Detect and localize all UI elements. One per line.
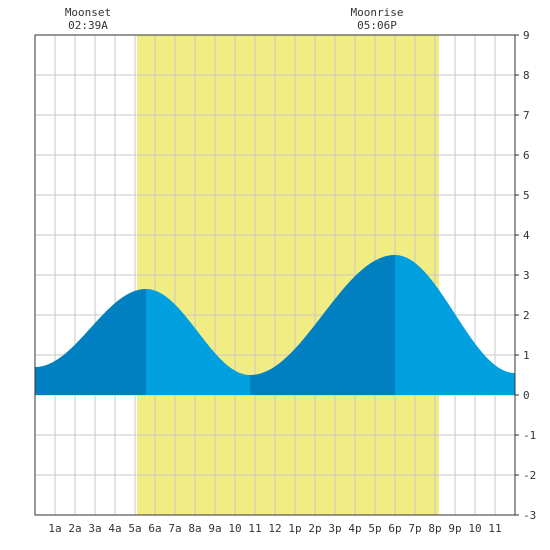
x-tick-label: 2p bbox=[308, 522, 321, 535]
y-tick-label: 8 bbox=[523, 69, 530, 82]
y-tick-label: 3 bbox=[523, 269, 530, 282]
x-tick-label: 10 bbox=[468, 522, 481, 535]
y-tick-label: 5 bbox=[523, 189, 530, 202]
x-tick-label: 8a bbox=[188, 522, 201, 535]
x-tick-label: 3a bbox=[88, 522, 101, 535]
y-tick-label: 1 bbox=[523, 349, 530, 362]
x-tick-label: 10 bbox=[228, 522, 241, 535]
y-tick-label: 4 bbox=[523, 229, 530, 242]
y-tick-label: 2 bbox=[523, 309, 530, 322]
x-tick-label: 7a bbox=[168, 522, 181, 535]
y-tick-label: -2 bbox=[523, 469, 536, 482]
x-tick-label: 2a bbox=[68, 522, 81, 535]
y-tick-labels: -3 -2 -1 0 1 2 3 4 5 6 7 8 9 bbox=[523, 29, 536, 522]
tide-area-layer bbox=[35, 255, 515, 395]
x-tick-label: 1a bbox=[48, 522, 61, 535]
y-tick-label: 7 bbox=[523, 109, 530, 122]
y-tick-label: -1 bbox=[523, 429, 536, 442]
moon-event-time: 05:06P bbox=[357, 19, 397, 32]
x-tick-label: 1p bbox=[288, 522, 301, 535]
moon-event-name: Moonset bbox=[65, 6, 111, 19]
x-tick-labels: 1a 2a 3a 4a 5a 6a 7a 8a 9a 10 11 12 1p 2p 3p 4p 5p 6p 7p 8p… bbox=[48, 522, 501, 535]
x-tick-label: 5a bbox=[128, 522, 141, 535]
tide-area-falling bbox=[146, 289, 250, 395]
x-tick-label: 6p bbox=[388, 522, 401, 535]
x-tick-label: 11 bbox=[488, 522, 501, 535]
x-tick-label: 7p bbox=[408, 522, 421, 535]
x-tick-label: 4a bbox=[108, 522, 121, 535]
x-tick-label: 5p bbox=[368, 522, 381, 535]
tide-area-rising bbox=[35, 289, 146, 395]
x-tick-label: 6a bbox=[148, 522, 161, 535]
moon-event-name: Moonrise bbox=[351, 6, 404, 19]
tide-area-rising bbox=[250, 255, 395, 395]
y-tick-label: 6 bbox=[523, 149, 530, 162]
y-tick-label: 9 bbox=[523, 29, 530, 42]
y-tick-label: 0 bbox=[523, 389, 530, 402]
y-tick-label: -3 bbox=[523, 509, 536, 522]
x-tick-label: 11 bbox=[248, 522, 261, 535]
x-tick-label: 3p bbox=[328, 522, 341, 535]
x-tick-label: 4p bbox=[348, 522, 361, 535]
tide-area-falling bbox=[395, 255, 515, 395]
moon-event-time: 02:39A bbox=[68, 19, 108, 32]
x-tick-label: 12 bbox=[268, 522, 281, 535]
plot-frame-layer bbox=[34, 34, 519, 516]
x-tick-label: 9p bbox=[448, 522, 461, 535]
x-tick-label: 9a bbox=[208, 522, 221, 535]
x-tick-label: 8p bbox=[428, 522, 441, 535]
